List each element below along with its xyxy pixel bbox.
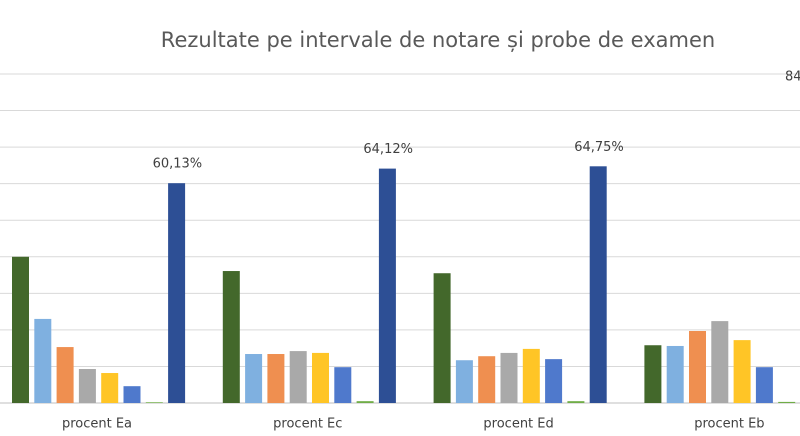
bar xyxy=(666,345,684,403)
data-label: 64,75% xyxy=(574,140,624,155)
bar xyxy=(145,402,163,403)
bar xyxy=(312,352,329,403)
data-label: 60,13% xyxy=(153,157,203,172)
bar xyxy=(778,401,796,403)
data-label: 84 xyxy=(785,69,800,84)
bar xyxy=(356,401,374,403)
data-label: 64,12% xyxy=(363,142,413,157)
bar xyxy=(644,345,662,403)
bar xyxy=(267,354,285,403)
bar xyxy=(500,352,518,403)
bar xyxy=(222,271,240,403)
bar xyxy=(545,359,563,403)
bar xyxy=(522,348,540,403)
x-tick-label: procent Ed xyxy=(483,417,553,432)
x-tick-label: procent Eb xyxy=(694,417,764,432)
bar xyxy=(56,347,74,403)
bar xyxy=(433,273,451,403)
bar xyxy=(733,340,751,403)
bar xyxy=(567,401,585,403)
x-tick-label: procent Ec xyxy=(273,417,342,432)
bar xyxy=(34,318,52,403)
chart-title: Rezultate pe intervale de notare și prob… xyxy=(161,28,715,52)
bar xyxy=(455,360,473,403)
bar xyxy=(78,369,96,403)
bar xyxy=(123,386,141,403)
bar xyxy=(289,351,307,403)
bar xyxy=(711,321,729,403)
bar xyxy=(334,367,352,403)
bar xyxy=(478,356,496,403)
bar xyxy=(589,166,607,403)
bar xyxy=(168,183,186,403)
bar xyxy=(378,168,396,403)
bar xyxy=(101,373,119,403)
bar xyxy=(755,367,773,403)
bar xyxy=(689,330,706,403)
bar xyxy=(245,354,263,403)
bar xyxy=(12,256,29,403)
x-tick-label: procent Ea xyxy=(62,417,132,432)
